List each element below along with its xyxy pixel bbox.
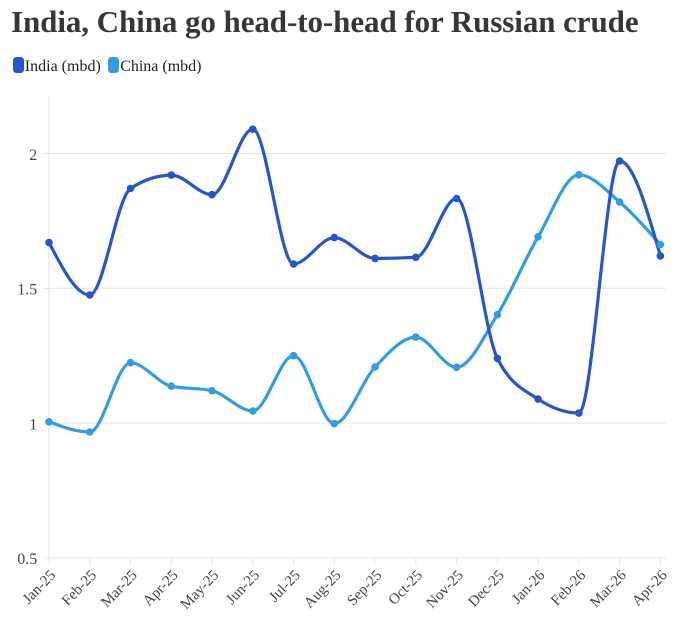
svg-text:1: 1 <box>29 416 37 433</box>
svg-text:Aug-25: Aug-25 <box>301 567 344 611</box>
svg-text:Oct-25: Oct-25 <box>386 567 426 608</box>
svg-text:Dec-25: Dec-25 <box>465 567 507 610</box>
svg-text:0.5: 0.5 <box>17 551 37 568</box>
svg-text:2: 2 <box>29 147 37 164</box>
svg-text:Sep-25: Sep-25 <box>344 567 385 609</box>
svg-text:Jan-25: Jan-25 <box>20 567 59 607</box>
svg-text:Feb-26: Feb-26 <box>548 567 589 609</box>
svg-text:Nov-25: Nov-25 <box>424 567 467 611</box>
svg-text:May-25: May-25 <box>178 567 223 612</box>
svg-text:Jan-26: Jan-26 <box>509 567 549 607</box>
svg-text:Feb-25: Feb-25 <box>59 567 100 609</box>
svg-text:Mar-25: Mar-25 <box>98 567 141 610</box>
svg-text:Apr-26: Apr-26 <box>629 567 671 609</box>
svg-text:1.5: 1.5 <box>17 282 37 299</box>
svg-text:Jul-25: Jul-25 <box>266 567 304 605</box>
svg-text:Jun-25: Jun-25 <box>223 567 263 607</box>
svg-text:Mar-26: Mar-26 <box>587 567 630 611</box>
svg-text:Apr-25: Apr-25 <box>140 567 181 609</box>
